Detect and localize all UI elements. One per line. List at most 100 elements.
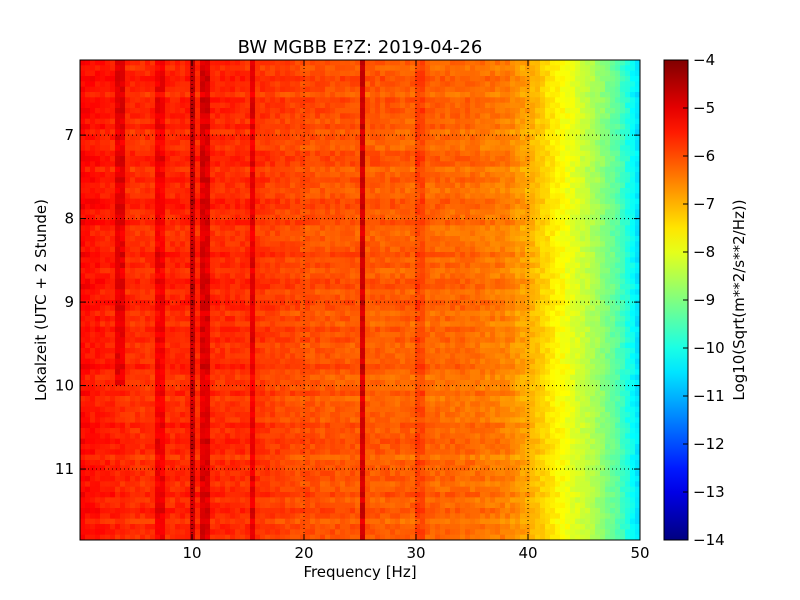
heatmap-cell	[440, 172, 446, 178]
heatmap-cell	[445, 161, 451, 168]
heatmap-cell	[435, 177, 441, 184]
heatmap-cell	[380, 113, 386, 120]
heatmap-cell	[380, 294, 386, 301]
heatmap-cell	[315, 124, 321, 130]
heatmap-cell	[535, 289, 541, 296]
heatmap-cell	[110, 65, 116, 72]
heatmap-cell	[390, 81, 396, 88]
heatmap-cell	[370, 97, 376, 104]
heatmap-cell	[135, 134, 141, 141]
heatmap-cell	[615, 177, 621, 184]
heatmap-cell	[280, 198, 286, 205]
heatmap-cell	[165, 294, 171, 301]
heatmap-cell	[395, 188, 401, 194]
heatmap-cell	[325, 214, 331, 221]
heatmap-cell	[95, 225, 101, 232]
heatmap-cell	[380, 289, 386, 296]
heatmap-cell	[105, 294, 111, 301]
heatmap-cell	[420, 97, 426, 104]
heatmap-cell	[345, 129, 351, 136]
heatmap-cell	[240, 92, 246, 98]
heatmap-cell	[295, 294, 301, 301]
heatmap-cell	[140, 188, 146, 194]
heatmap-cell	[630, 230, 636, 237]
heatmap-cell	[605, 289, 611, 296]
heatmap-cell	[350, 278, 356, 285]
heatmap-cell	[175, 97, 181, 104]
heatmap-cell	[355, 76, 361, 82]
heatmap-cell	[275, 166, 281, 173]
heatmap-cell	[230, 252, 236, 258]
heatmap-cell	[325, 124, 331, 130]
heatmap-cell	[615, 236, 621, 242]
heatmap-cell	[290, 65, 296, 72]
heatmap-cell	[305, 102, 311, 109]
heatmap-cell	[200, 81, 206, 88]
heatmap-cell	[625, 252, 631, 258]
heatmap-cell	[535, 177, 541, 184]
heatmap-cell	[115, 86, 121, 93]
heatmap-cell	[500, 209, 506, 216]
heatmap-cell	[570, 241, 576, 248]
heatmap-cell	[385, 204, 391, 210]
heatmap-cell	[335, 150, 341, 157]
heatmap-cell	[315, 278, 321, 285]
heatmap-cell	[555, 113, 561, 120]
heatmap-cell	[435, 102, 441, 109]
heatmap-cell	[365, 246, 371, 253]
heatmap-cell	[215, 118, 221, 125]
heatmap-cell	[435, 204, 441, 210]
heatmap-cell	[535, 172, 541, 178]
heatmap-cell	[550, 76, 556, 82]
heatmap-cell	[185, 252, 191, 258]
heatmap-cell	[575, 124, 581, 130]
heatmap-cell	[435, 230, 441, 237]
heatmap-cell	[115, 60, 121, 66]
heatmap-cell	[375, 70, 381, 77]
heatmap-cell	[450, 188, 456, 194]
heatmap-cell	[435, 236, 441, 242]
heatmap-cell	[400, 86, 406, 93]
heatmap-cell	[375, 65, 381, 72]
heatmap-cell	[120, 108, 126, 114]
heatmap-cell	[515, 97, 521, 104]
heatmap-cell	[270, 161, 276, 168]
heatmap-cell	[235, 209, 241, 216]
heatmap-cell	[255, 172, 261, 178]
heatmap-cell	[215, 284, 221, 290]
heatmap-cell	[430, 129, 436, 136]
heatmap-cell	[430, 236, 436, 242]
heatmap-cell	[160, 161, 166, 168]
heatmap-cell	[510, 198, 516, 205]
heatmap-cell	[90, 268, 96, 274]
heatmap-cell	[605, 246, 611, 253]
heatmap-cell	[395, 262, 401, 269]
heatmap-cell	[625, 230, 631, 237]
heatmap-cell	[280, 150, 286, 157]
heatmap-cell	[400, 172, 406, 178]
heatmap-cell	[185, 262, 191, 269]
heatmap-cell	[135, 241, 141, 248]
heatmap-cell	[505, 140, 511, 146]
heatmap-cell	[355, 284, 361, 290]
heatmap-cell	[425, 246, 431, 253]
heatmap-cell	[145, 204, 151, 210]
heatmap-cell	[240, 268, 246, 274]
heatmap-cell	[390, 166, 396, 173]
heatmap-cell	[130, 134, 136, 141]
heatmap-cell	[405, 236, 411, 242]
heatmap-cell	[520, 278, 526, 285]
heatmap-cell	[585, 60, 591, 66]
heatmap-cell	[190, 92, 196, 98]
heatmap-cell	[520, 150, 526, 157]
heatmap-cell	[395, 225, 401, 232]
heatmap-cell	[555, 268, 561, 274]
heatmap-cell	[490, 225, 496, 232]
heatmap-cell	[300, 124, 306, 130]
heatmap-cell	[385, 236, 391, 242]
heatmap-cell	[450, 225, 456, 232]
heatmap-cell	[145, 236, 151, 242]
heatmap-cell	[490, 118, 496, 125]
heatmap-cell	[420, 193, 426, 200]
heatmap-cell	[525, 108, 531, 114]
